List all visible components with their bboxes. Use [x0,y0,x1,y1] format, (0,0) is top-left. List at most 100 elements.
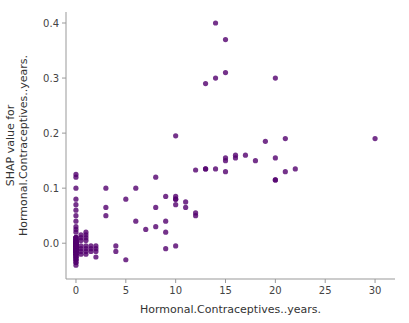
x-tick [325,279,326,283]
point [273,155,278,160]
point [73,208,78,213]
point [103,186,108,191]
point [223,158,228,163]
point [193,210,198,215]
x-tick [125,279,126,283]
point [173,202,178,207]
y-axis-label: SHAP value forHormonal.Contraceptives..y… [4,55,30,236]
x-tick-label: 30 [369,285,382,296]
point [78,252,83,257]
y-tick [62,243,66,244]
point [73,202,78,207]
points [73,20,377,267]
point [173,133,178,138]
point [73,235,78,240]
point [283,136,288,141]
y-tick [62,133,66,134]
y-axis-line [66,12,67,279]
point [203,81,208,86]
point [273,75,278,80]
point [113,243,118,248]
point [203,166,208,171]
y-tick-label: 0.4 [43,18,59,29]
point [153,205,158,210]
point [93,249,98,254]
x-tick-label: 10 [169,285,182,296]
point [143,227,148,232]
point [78,232,83,237]
y-tick [62,23,66,24]
y-axis-label-line: Hormonal.Contraceptives..years. [17,55,30,236]
y-tick-label: 0.3 [43,73,59,84]
point [88,249,93,254]
point [213,20,218,25]
x-tick-label: 20 [269,285,282,296]
point [273,177,278,182]
x-axis-label: Hormonal.Contraceptives..years. [140,303,321,316]
x-tick-label: 5 [123,285,129,296]
point [173,197,178,202]
point [193,167,198,172]
point [163,230,168,235]
point [103,205,108,210]
point [163,219,168,224]
y-tick-label: 0.0 [43,238,59,249]
point [233,153,238,158]
x-tick-label: 15 [219,285,232,296]
point [153,175,158,180]
x-axis-line [66,279,395,280]
x-tick [75,279,76,283]
y-tick [62,188,66,189]
point [73,172,78,177]
point [73,235,78,240]
point [273,177,278,182]
point [73,235,78,240]
point [73,263,78,268]
point [153,224,158,229]
point [213,75,218,80]
point [123,257,128,262]
y-tick [62,78,66,79]
point [93,254,98,259]
point [223,37,228,42]
point [73,197,78,202]
point [173,243,178,248]
point [213,166,218,171]
point [183,199,188,204]
point [73,213,78,218]
point [173,197,178,202]
point [73,219,78,224]
point [223,169,228,174]
point [133,186,138,191]
point [73,235,78,240]
x-tick [225,279,226,283]
x-tick [175,279,176,283]
chart: 0 5 10 15 20 25 30 0.0 0.1 0.2 0.3 0.4 Hormonal.Cont… [0,0,409,323]
point [133,219,138,224]
point [372,136,377,141]
point [183,205,188,210]
point [163,246,168,251]
y-tick-label: 0.2 [43,128,59,139]
point [83,230,88,235]
x-tick-label: 25 [319,285,332,296]
point [253,158,258,163]
point [223,70,228,75]
point [103,213,108,218]
point [113,249,118,254]
point [73,224,78,229]
point [263,139,268,144]
point [293,166,298,171]
point [163,194,168,199]
point [73,186,78,191]
y-tick-label: 0.1 [43,183,59,194]
point [123,197,128,202]
point [283,169,288,174]
point [203,166,208,171]
x-tick [275,279,276,283]
point [83,252,88,257]
y-axis-label-line: SHAP value for [4,104,17,186]
x-tick-label: 0 [73,285,79,296]
point [243,153,248,158]
x-tick [375,279,376,283]
